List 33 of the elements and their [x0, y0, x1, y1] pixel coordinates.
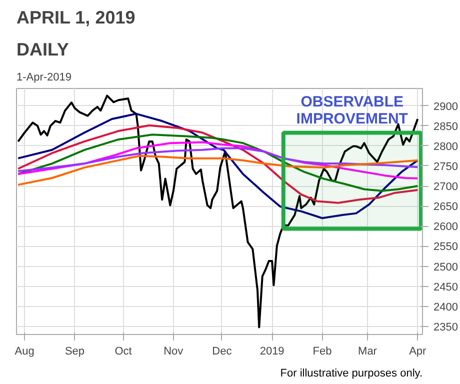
x-tick-label: Sep [64, 346, 85, 358]
x-tick-label: Nov [164, 346, 184, 358]
y-tick-label: 2750 [434, 160, 458, 173]
chart-subtitle: DAILY [16, 40, 69, 60]
y-tick-label: 2850 [434, 120, 458, 133]
band-label: OBSERVABLE IMPROVEMENT [296, 93, 408, 128]
y-tick-label: 2350 [434, 321, 458, 334]
line-series [17, 112, 419, 220]
line-series [17, 134, 419, 192]
x-tick-label: Apr [409, 346, 427, 358]
line-series [17, 141, 419, 180]
y-tick-label: 2450 [434, 281, 458, 294]
text: For illustrative purposes only. [280, 368, 423, 380]
chart-title: APRIL 1, 2019 [16, 8, 136, 28]
line-series [17, 154, 419, 186]
y-tick-label: 2650 [434, 201, 458, 214]
y-tick-label: 2800 [434, 140, 458, 153]
y-tick-label: 2550 [434, 241, 458, 254]
y-tick-label: 2500 [434, 261, 458, 274]
y-tick-label: 2700 [434, 181, 458, 194]
y-tick-label: 2400 [434, 301, 458, 314]
x-tick-label: Oct [114, 346, 132, 358]
x-tick-label: Mar [358, 346, 378, 358]
line-series [17, 147, 419, 172]
x-tick-label: 2019 [260, 346, 284, 358]
y-tick-label: 2600 [434, 221, 458, 234]
x-tick-label: Feb [312, 346, 332, 358]
x-tick-label: Dec [212, 346, 232, 358]
line-series [17, 94, 419, 328]
text: 1-Apr-2019 [16, 72, 72, 84]
line-series [17, 124, 419, 204]
x-tick-label: Aug [14, 346, 34, 358]
y-tick-label: 2900 [434, 100, 458, 113]
